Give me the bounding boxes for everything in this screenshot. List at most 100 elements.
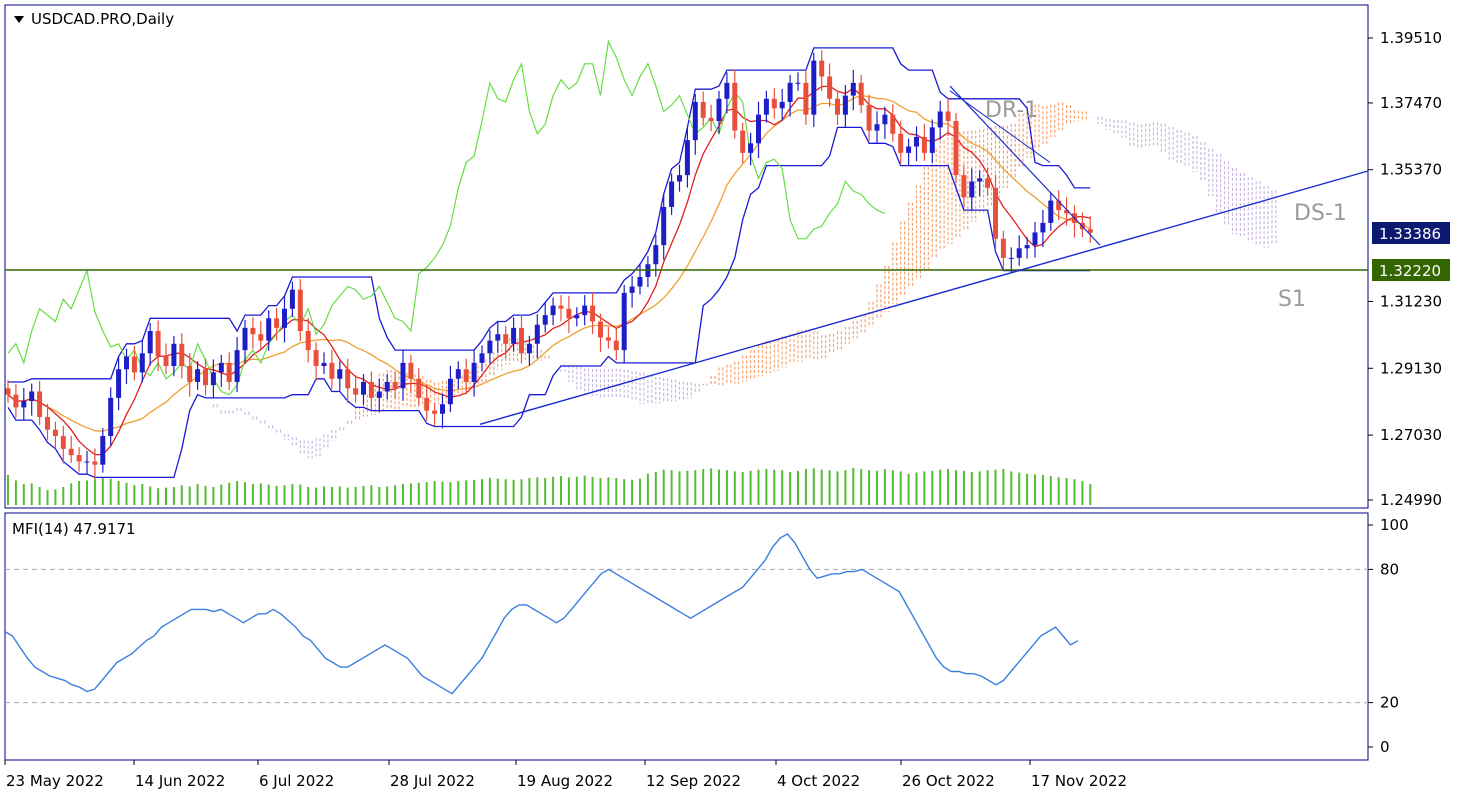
candle-body: [653, 245, 659, 265]
candle-body: [811, 60, 817, 115]
price-tick-label: 1.37470: [1380, 94, 1442, 112]
candle-body: [13, 394, 19, 408]
overlay-lines: [5, 85, 1369, 425]
candle-body: [282, 308, 287, 328]
candle-body: [819, 60, 825, 77]
candle-body: [605, 337, 611, 341]
candle-body: [84, 461, 90, 463]
candle-body: [1016, 248, 1022, 258]
chikou-line: [7, 39, 886, 396]
candle-body: [258, 334, 264, 341]
candle-body: [661, 206, 667, 246]
time-tick-label: 23 May 2022: [6, 772, 104, 790]
candle-body: [692, 101, 698, 141]
volume-bars: [7, 467, 1092, 505]
candle-body: [52, 429, 58, 437]
annotation-dr1: DR-1: [985, 98, 1038, 123]
time-tick-label: 26 Oct 2022: [902, 772, 995, 790]
ascending-trendline: [479, 170, 1369, 425]
candle-body: [432, 410, 438, 414]
candle-body: [447, 378, 453, 405]
candle-body: [92, 461, 98, 465]
channel-lower-line: [7, 126, 1091, 479]
candle-body: [1056, 200, 1062, 211]
candle-body: [708, 117, 714, 122]
triangle-down-icon[interactable]: [14, 16, 24, 23]
candle-body: [368, 381, 374, 398]
candle-body: [471, 362, 477, 382]
candle-body: [45, 416, 50, 430]
time-tick-label: 4 Oct 2022: [777, 772, 860, 790]
candle-body: [621, 292, 627, 351]
candle-body: [234, 350, 240, 382]
symbol-label: USDCAD.PRO,Daily: [31, 10, 174, 28]
candle-body: [203, 369, 208, 386]
candle-body: [503, 334, 509, 344]
candle-body: [266, 318, 272, 341]
price-tick-label: 1.35370: [1380, 161, 1442, 179]
time-tick-label: 19 Aug 2022: [517, 772, 613, 790]
candle-body: [740, 130, 746, 153]
candle-body: [787, 82, 793, 102]
mfi-panel-frame: [4, 512, 1369, 761]
candle-body: [700, 101, 706, 118]
candle-body: [669, 181, 675, 207]
candle-body: [684, 140, 690, 176]
candle-body: [953, 121, 959, 176]
candle-body: [116, 369, 122, 398]
candle-body: [977, 178, 983, 182]
ma-slow-line: [7, 94, 1091, 432]
current-price-label: 1.33386: [1379, 225, 1441, 243]
candle-body: [250, 327, 256, 335]
candle-body: [937, 111, 943, 128]
candle-body: [1008, 257, 1014, 259]
candle-body: [455, 369, 461, 379]
candle-body: [613, 340, 619, 351]
candle-body: [274, 318, 280, 328]
ma-fast-line: [7, 85, 1091, 456]
current-price-box: [1372, 222, 1450, 244]
candle-body: [890, 114, 896, 134]
candle-body: [218, 362, 224, 373]
candle-body: [289, 289, 295, 309]
candle-body: [677, 175, 682, 182]
candle-body: [882, 114, 888, 125]
candle-body: [131, 356, 137, 373]
channel-upper-line: [8, 47, 1091, 383]
candle-body: [305, 331, 311, 351]
candle-body: [519, 327, 524, 354]
candle-body: [163, 356, 169, 367]
candle-body: [850, 82, 856, 96]
descending-trendline: [949, 85, 1101, 246]
candle-body: [874, 124, 880, 131]
candle-body: [21, 401, 27, 408]
mfi-tick-label: 20: [1380, 694, 1399, 712]
time-tick-label: 12 Sep 2022: [646, 772, 741, 790]
candle-body: [408, 362, 414, 379]
price-panel-frame: [4, 4, 1369, 509]
candle-body: [558, 305, 564, 309]
candle-body: [1048, 200, 1054, 223]
time-tick-label: 28 Jul 2022: [390, 772, 475, 790]
annotation-s1: S1: [1278, 287, 1306, 312]
candle-body: [400, 362, 406, 389]
candle-body: [598, 321, 603, 338]
candle-body: [100, 436, 106, 465]
candle-body: [716, 98, 722, 122]
candle-body: [495, 334, 501, 341]
candle-body: [550, 305, 556, 316]
candle-body: [337, 369, 343, 379]
annotation-ds1: DS-1: [1294, 201, 1347, 226]
mfi-tick-label: 100: [1380, 516, 1409, 534]
time-tick-label: 14 Jun 2022: [135, 772, 225, 790]
mfi-plot: [4, 532, 1368, 704]
candlesticks: [5, 50, 1093, 480]
candle-body: [321, 362, 327, 367]
candle-body: [5, 388, 11, 395]
candle-body: [297, 289, 303, 332]
candle-body: [985, 178, 991, 188]
time-tick-label: 6 Jul 2022: [259, 772, 334, 790]
candle-body: [226, 362, 232, 382]
